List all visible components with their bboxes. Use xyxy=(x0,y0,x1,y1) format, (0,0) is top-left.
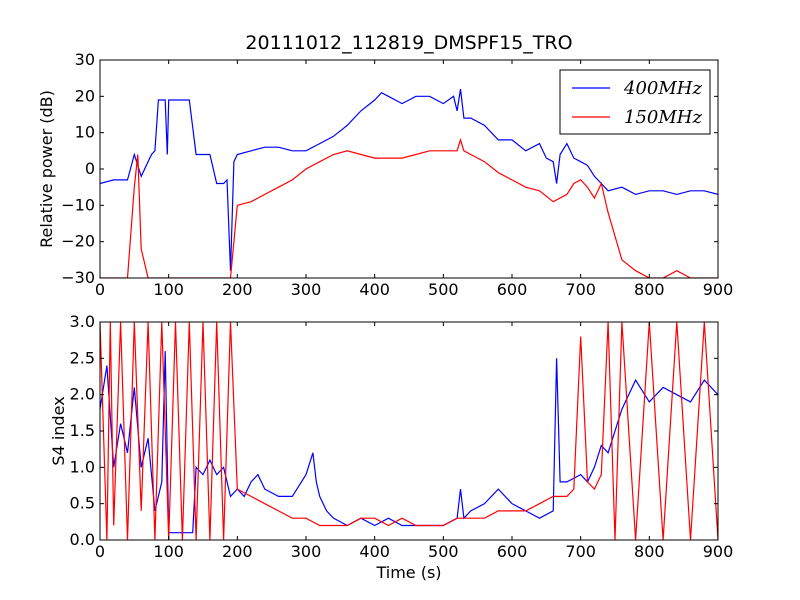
legend-box xyxy=(559,69,711,135)
x-tick-label: 800 xyxy=(634,280,665,299)
x-tick-label: 100 xyxy=(153,280,184,299)
x-tick-label: 700 xyxy=(565,542,596,561)
y-tick-label: 30 xyxy=(75,50,95,69)
chart-panel-power: 0 100 200 300 400 500 600 700 800 900 −30 −20 −10 0 10… xyxy=(61,50,733,299)
x-tick-label: 500 xyxy=(428,542,459,561)
y-tick-label: −30 xyxy=(61,268,95,287)
y-tick-label: 10 xyxy=(75,123,95,142)
y-tick-label: 1.5 xyxy=(70,421,95,440)
y-tick-label: 20 xyxy=(75,86,95,105)
x-tick-label: 100 xyxy=(153,542,184,561)
y-tick-label: −10 xyxy=(61,195,95,214)
x-tick-label: 400 xyxy=(359,280,390,299)
top-y-axis-title: Relative power (dB) xyxy=(37,90,56,248)
x-tick-label: 400 xyxy=(359,542,390,561)
x-tick-label: 0 xyxy=(95,542,105,561)
x-tick-label: 800 xyxy=(634,542,665,561)
y-tick-label: 0.0 xyxy=(70,530,95,549)
x-tick-label: 900 xyxy=(703,542,734,561)
x-tick-label: 300 xyxy=(291,280,322,299)
legend-label-150mhz: 150MHz xyxy=(624,107,702,128)
series-line-150mhz-power xyxy=(100,137,718,278)
y-tick-label: 0 xyxy=(85,159,95,178)
series-line-400mhz-power xyxy=(100,89,718,271)
legend-label-400mhz: 400MHz xyxy=(623,78,702,99)
y-tick-label: 0.5 xyxy=(70,494,95,513)
x-tick-label: 600 xyxy=(497,280,528,299)
legend: 400MHz 150MHz xyxy=(559,69,711,135)
x-tick-label: 700 xyxy=(565,280,596,299)
bottom-y-axis-title: S4 index xyxy=(49,396,68,465)
chart-panel-s4: 0 100 200 300 400 500 600 700 800 900 0.0 0.5 1.0 1.5… xyxy=(70,312,734,561)
x-tick-label: 200 xyxy=(222,280,253,299)
x-axis-title: Time (s) xyxy=(375,563,441,582)
x-tick-label: 200 xyxy=(222,542,253,561)
chart-title: 20111012_112819_DMSPF15_TRO xyxy=(245,32,572,54)
y-tick-label: 2.5 xyxy=(70,348,95,367)
series-line-150mhz-s4 xyxy=(100,322,718,540)
y-tick-label: 2.0 xyxy=(70,385,95,404)
x-tick-label: 600 xyxy=(497,542,528,561)
x-tick-label: 500 xyxy=(428,280,459,299)
y-tick-label: −20 xyxy=(61,232,95,251)
x-tick-label: 300 xyxy=(291,542,322,561)
x-tick-label: 0 xyxy=(95,280,105,299)
y-tick-label: 1.0 xyxy=(70,457,95,476)
x-tick-label: 900 xyxy=(703,280,734,299)
y-tick-label: 3.0 xyxy=(70,312,95,331)
series-line-400mhz-s4 xyxy=(100,351,718,534)
